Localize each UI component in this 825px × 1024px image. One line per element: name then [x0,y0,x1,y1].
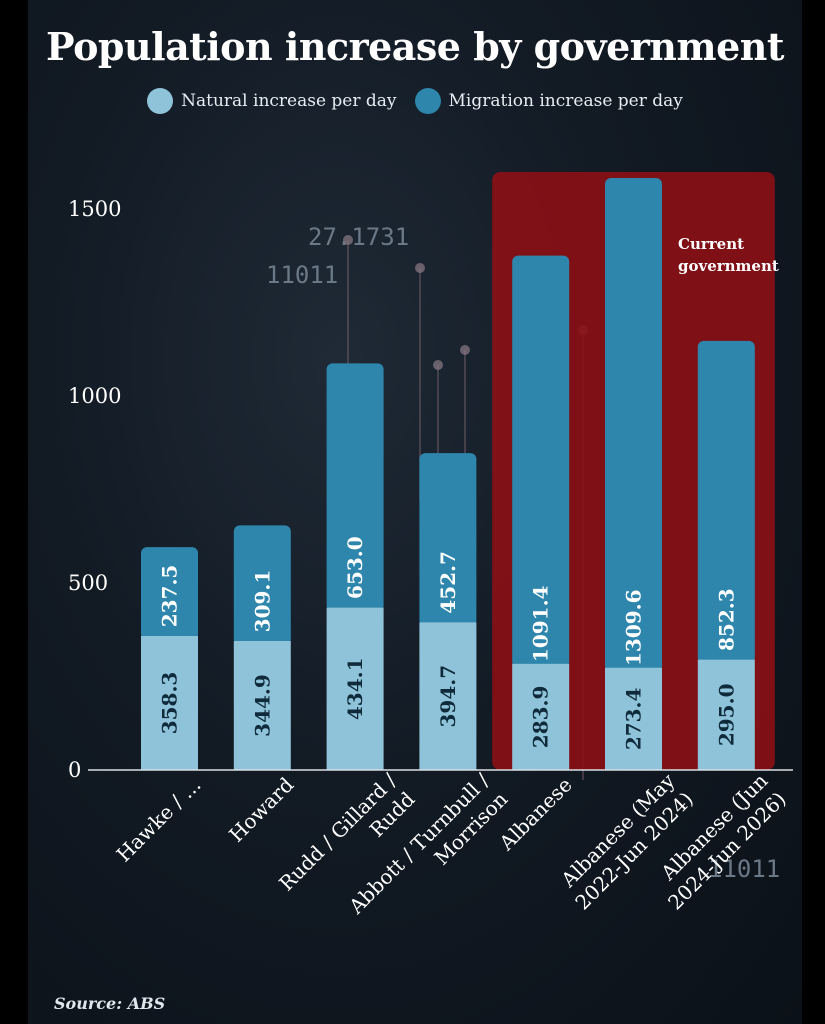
x-tick-label: Albanese [494,773,577,856]
bar-natural [605,667,662,770]
data-label-migration: 1091.4 [529,585,553,662]
bar-migration [141,547,198,640]
bar-natural [697,659,755,770]
bar-migration [512,255,570,668]
data-label-migration: 653.0 [343,536,367,599]
data-label-natural: 358.3 [158,672,182,735]
x-tick-label: Hawke / ... [112,773,206,867]
bar-natural [326,607,384,770]
bar-migration [697,340,755,664]
bar-natural [419,622,477,770]
y-tick-label: 500 [68,571,108,595]
data-label-natural: 394.7 [436,665,460,728]
y-tick-label: 1500 [68,197,121,221]
data-label-migration: 852.3 [714,588,738,651]
x-tick-label-line: Hawke / ... [112,773,206,867]
background-deco-dot [460,345,470,355]
legend-item-natural: Natural increase per day [147,88,397,114]
bar-natural [141,635,198,770]
data-label-natural: 295.0 [714,684,738,747]
data-label-natural: 344.9 [250,674,274,737]
legend: Natural increase per day Migration incre… [28,88,802,114]
background-deco-dot [415,263,425,273]
chart-svg: 27.1731 11011 11011 Current government 0 500 10… [68,172,793,919]
x-tick-label-line: Howard [224,772,298,846]
legend-label-migration: Migration increase per day [448,91,683,111]
background-deco-dot [343,235,353,245]
data-label-natural: 273.4 [622,687,646,750]
background-deco-number: 27.1731 [308,223,409,251]
data-label-natural: 283.9 [529,686,553,749]
bar-migration [326,363,384,612]
background-deco-number: 11011 [266,261,338,289]
background-deco-number: 11011 [708,855,780,883]
legend-swatch-migration [414,88,441,114]
chart-canvas: 27.1731 11011 11011 Current government 0 500 10… [28,0,802,1024]
background-deco-dot [433,360,443,370]
legend-swatch-natural [147,88,174,114]
highlight-label: government [678,257,779,275]
chart-title: Population increase by government [46,24,784,69]
highlight-label: Current [678,235,744,253]
bar-natural [233,641,291,770]
data-label-natural: 434.1 [343,658,367,721]
y-tick-label: 1000 [68,384,121,408]
legend-label-natural: Natural increase per day [181,91,397,111]
data-label-migration: 1309.6 [622,589,646,666]
legend-item-migration: Migration increase per day [414,88,683,114]
source-note: Source: ABS [54,994,166,1013]
bar-natural [512,663,570,770]
y-tick-label: 0 [68,758,81,782]
data-label-migration: 237.5 [158,565,182,628]
x-tick-label: Howard [224,772,298,846]
bar-migration [233,525,291,646]
bar-migration [419,453,477,627]
data-label-migration: 452.7 [436,551,460,614]
data-label-migration: 309.1 [250,570,274,633]
x-tick-label-line: Albanese [494,773,577,856]
bar-migration [605,177,662,672]
